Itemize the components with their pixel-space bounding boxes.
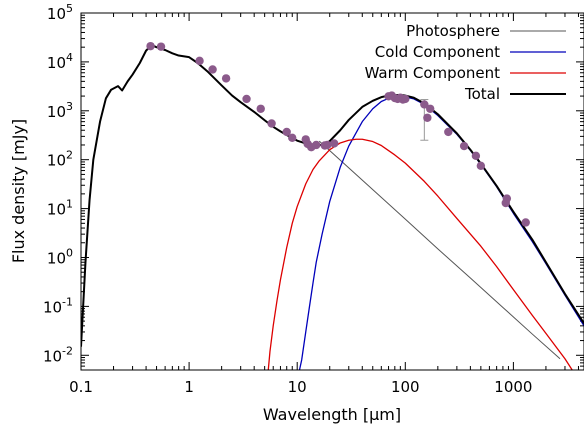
y-tick-label: 104: [47, 51, 73, 72]
y-tick-exponent: 5: [66, 2, 73, 15]
y-tick-label: 102: [47, 149, 73, 170]
observation-point: [312, 140, 321, 150]
y-tick-base: 10: [47, 201, 66, 219]
y-tick-base: 10: [47, 103, 66, 121]
y-tick-base: 10: [47, 5, 66, 23]
y-tick-exponent: 2: [66, 149, 73, 162]
observation-point: [256, 104, 265, 113]
observation-point: [426, 104, 435, 113]
y-tick-base: 10: [43, 347, 62, 365]
legend-label-warm-component: Warm Component: [365, 64, 501, 82]
y-tick-base: 10: [47, 54, 66, 72]
series-line-total: [81, 44, 584, 347]
observation-point: [476, 161, 486, 170]
observation-point: [521, 218, 530, 227]
x-axis-ticks: 0.1 1 10 100 1000: [69, 13, 579, 396]
observation-point: [502, 194, 512, 203]
plot-frame: [80, 12, 584, 371]
observation-point: [221, 74, 231, 83]
observation-point: [208, 65, 217, 74]
observation-point: [423, 113, 432, 122]
x-axis-title: Wavelength [µm]: [263, 405, 401, 424]
legend: Photosphere Cold Component Warm Component T…: [365, 22, 566, 103]
x-tick-label: 10: [288, 378, 307, 396]
series-line-warm-component: [267, 138, 573, 370]
y-tick-exponent: 3: [66, 100, 73, 113]
x-tick-label: 1000: [494, 378, 532, 396]
observation-point: [282, 127, 291, 137]
legend-label-total: Total: [464, 85, 500, 103]
y-tick-exponent: -2: [62, 344, 73, 357]
observation-point: [401, 94, 410, 104]
legend-label-photosphere: Photosphere: [406, 22, 500, 40]
y-tick-label: 105: [47, 2, 73, 23]
y-tick-label: 100: [47, 246, 73, 267]
observation-point: [267, 119, 276, 128]
observation-point: [471, 151, 481, 161]
observation-point: [156, 42, 166, 51]
observation-point: [323, 140, 332, 150]
series-line-cold-component: [298, 95, 584, 370]
x-tick-label: 100: [391, 378, 420, 396]
observation-point: [288, 133, 297, 143]
y-tick-base: 10: [47, 249, 66, 267]
y-tick-exponent: 1: [66, 198, 73, 211]
series-layer: [81, 44, 584, 370]
observation-point: [146, 41, 155, 51]
y-axis-title: Flux density [mJy]: [9, 119, 28, 263]
x-tick-label: 0.1: [69, 378, 93, 396]
y-tick-label: 10-2: [43, 344, 73, 365]
observation-points: [146, 41, 530, 227]
y-tick-label: 103: [47, 100, 73, 121]
observation-point: [195, 56, 204, 66]
y-tick-label: 101: [47, 198, 73, 219]
observation-point: [459, 141, 469, 151]
observation-point: [444, 127, 453, 137]
y-tick-base: 10: [47, 152, 66, 170]
y-tick-base: 10: [43, 298, 62, 316]
legend-label-cold-component: Cold Component: [375, 43, 500, 61]
observation-point: [242, 94, 251, 104]
y-tick-exponent: -1: [62, 295, 73, 308]
observation-point: [420, 100, 429, 109]
y-tick-exponent: 0: [66, 246, 73, 259]
observation-point: [330, 139, 339, 148]
y-tick-exponent: 4: [66, 51, 73, 64]
y-tick-label: 10-1: [43, 295, 73, 316]
series-line-photosphere: [318, 140, 561, 360]
x-tick-label: 1: [184, 378, 194, 396]
